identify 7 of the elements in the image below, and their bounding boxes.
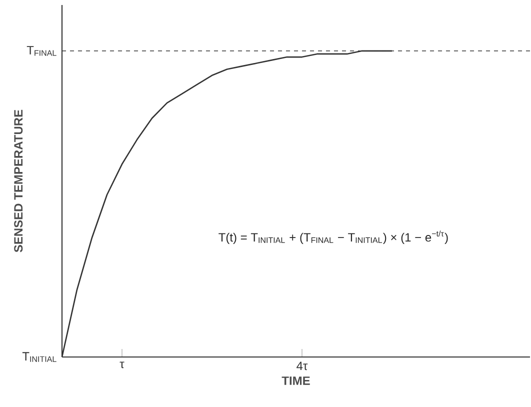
text: T$_{INITIAL}$ <box>22 352 56 362</box>
x-tick-label: 4τ <box>296 362 308 370</box>
x-axis-title: TIME <box>282 376 310 385</box>
y-axis-title: SENSED TEMPERATURE <box>14 110 23 252</box>
x-tick-label: τ <box>120 362 124 368</box>
text: T(t) = T$_{INITIAL}$ + (T$_{FINAL}$ − T$_{INITIAL}$) × (1 − e$^{−t/τ}$) <box>218 230 448 244</box>
ref-line-label: T$_{FINAL}$ <box>26 46 56 56</box>
